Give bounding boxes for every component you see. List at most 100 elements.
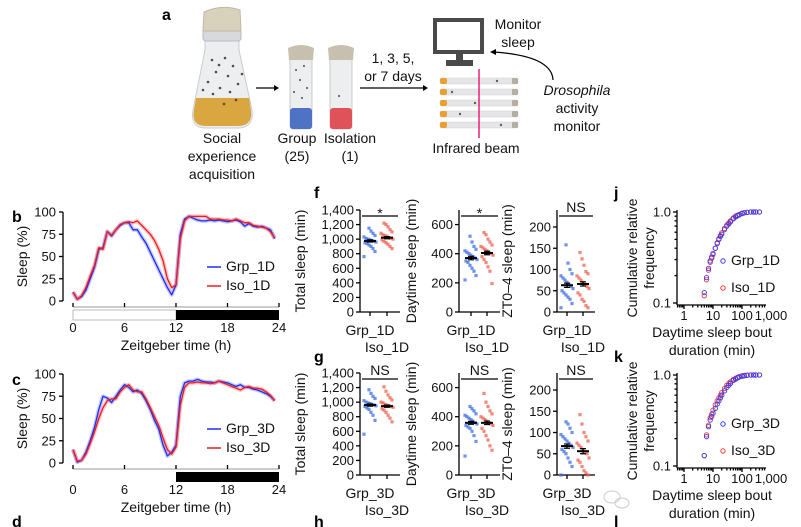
data-point xyxy=(712,245,718,251)
y-tick-label: 1,200 xyxy=(321,217,354,232)
panel-label-f: f xyxy=(314,185,320,202)
data-point xyxy=(367,407,371,412)
data-point xyxy=(568,297,572,301)
dot-plot-g-2: 0 200 400 600 Daytime sleep (min) NS Grp_3DIso… xyxy=(403,362,509,518)
x-tick-label: 100 xyxy=(731,308,753,323)
data-point xyxy=(562,450,566,454)
data-point xyxy=(580,464,584,469)
data-point xyxy=(367,226,371,230)
y-tick-label: 200 xyxy=(332,453,354,468)
data-point xyxy=(716,398,722,404)
y-axis-label: Daytime sleep (min) xyxy=(403,199,419,323)
panel-label-d: d xyxy=(12,514,22,527)
label-drosophila: Drosophila xyxy=(544,82,611,98)
data-point xyxy=(721,226,728,233)
x-axis-label: Daytime sleep bout xyxy=(652,487,772,503)
curved-arrow xyxy=(493,51,554,81)
data-point xyxy=(366,237,370,241)
legend-marker xyxy=(720,258,726,264)
category-label: Grp_1D xyxy=(345,322,394,338)
data-point xyxy=(586,306,590,310)
legend-marker xyxy=(720,285,726,291)
label-group: Group xyxy=(278,130,317,146)
y-tick-label: 150 xyxy=(529,404,551,419)
data-point xyxy=(366,401,370,405)
data-point xyxy=(709,413,715,420)
data-point xyxy=(384,222,388,227)
y-axis-label: ZT0–4 sleep (min) xyxy=(499,367,515,481)
data-point xyxy=(565,439,569,443)
x-tick-label: 100 xyxy=(731,471,753,486)
wechat-icon xyxy=(603,490,630,509)
data-point xyxy=(563,278,567,282)
computer-monitor-icon xyxy=(433,18,484,66)
data-point xyxy=(586,473,590,477)
data-point xyxy=(587,456,591,460)
x-axis-label: Daytime sleep bout xyxy=(652,324,772,340)
y-tick-label: 600 xyxy=(431,217,453,232)
data-point xyxy=(578,293,582,297)
data-point xyxy=(569,284,573,289)
sleep-profile-chart-c: 0 25 50 75 100 0 6 12 18 24 Zeitgeber time (h) Slee… xyxy=(14,367,286,516)
data-point xyxy=(582,263,586,267)
data-point xyxy=(479,415,483,419)
data-point xyxy=(576,458,580,462)
data-point xyxy=(484,233,488,237)
y-tick-label: 1,200 xyxy=(321,380,354,395)
data-point xyxy=(566,261,570,265)
data-point xyxy=(470,266,474,270)
legend-label: Grp_1D xyxy=(731,252,780,268)
sem-error-bar xyxy=(468,255,474,261)
data-point xyxy=(727,219,734,225)
legend-label: Iso_1D xyxy=(226,277,270,293)
category-label: Grp_1D xyxy=(542,322,591,338)
data-point xyxy=(578,413,582,417)
group-vial-illustration xyxy=(288,45,314,130)
category-label: Grp_1D xyxy=(446,322,495,338)
data-point xyxy=(484,260,488,265)
y-tick-label: 400 xyxy=(332,438,354,453)
x-axis-label: duration (min) xyxy=(669,342,755,358)
y-tick-label: 50 xyxy=(42,411,56,426)
data-point xyxy=(362,255,366,259)
panel-label-c: c xyxy=(12,372,21,389)
data-point xyxy=(575,441,579,445)
label-days-1: 1, 3, 5, xyxy=(372,50,415,66)
data-point xyxy=(579,445,583,449)
data-point xyxy=(701,289,707,296)
y-tick-label: 50 xyxy=(537,446,551,461)
data-point xyxy=(379,400,383,404)
data-point xyxy=(486,265,490,269)
data-point xyxy=(486,404,490,409)
data-point xyxy=(717,395,724,401)
y-tick-label: 0 xyxy=(49,456,56,471)
x-axis-label: Zeitgeber time (h) xyxy=(121,337,231,353)
x-tick-label: 10 xyxy=(706,308,720,323)
sem-error-bar xyxy=(564,282,570,288)
data-point xyxy=(563,437,567,441)
data-point xyxy=(490,448,494,452)
data-point xyxy=(479,244,483,249)
x-tick-label: 24 xyxy=(272,482,286,497)
data-point xyxy=(388,228,392,232)
x-tick-label: 18 xyxy=(220,320,234,335)
data-point xyxy=(741,373,747,379)
data-point xyxy=(373,249,377,254)
data-point xyxy=(467,416,471,420)
y-axis-label: frequency xyxy=(641,390,657,451)
data-point xyxy=(582,469,586,473)
y-tick-label: 200 xyxy=(529,220,551,235)
data-point xyxy=(705,267,712,273)
x-tick-label: 12 xyxy=(169,482,183,497)
data-point xyxy=(703,434,710,440)
data-point xyxy=(567,441,571,445)
data-point xyxy=(371,413,375,417)
data-point xyxy=(391,405,395,409)
legend-label: Iso_1D xyxy=(731,279,775,295)
x-axis-label: Zeitgeber time (h) xyxy=(121,499,231,515)
data-point xyxy=(475,422,479,426)
data-point xyxy=(363,404,367,409)
data-point xyxy=(482,230,486,235)
x-tick-label: 0 xyxy=(69,482,76,497)
